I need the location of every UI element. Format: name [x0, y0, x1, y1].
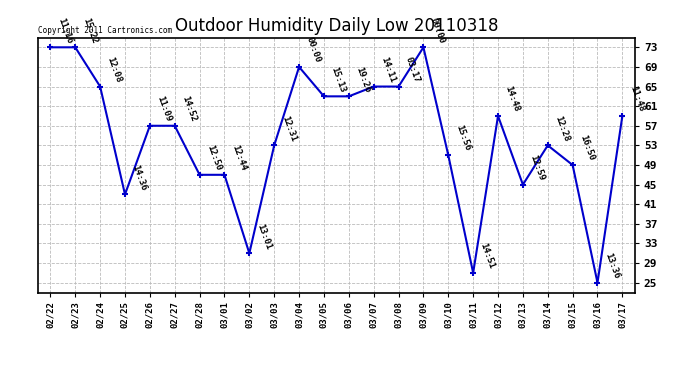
Text: 13:36: 13:36: [603, 252, 621, 280]
Text: 11:16: 11:16: [56, 16, 74, 45]
Text: 11:09: 11:09: [155, 94, 173, 123]
Text: 12:44: 12:44: [230, 144, 248, 172]
Text: 14:51: 14:51: [479, 242, 496, 270]
Text: 12:31: 12:31: [279, 114, 297, 142]
Text: 12:50: 12:50: [205, 144, 223, 172]
Text: 11:48: 11:48: [628, 85, 646, 113]
Text: 15:13: 15:13: [330, 65, 347, 94]
Text: 15:56: 15:56: [454, 124, 471, 152]
Text: 00:00: 00:00: [304, 36, 322, 64]
Text: 00:00: 00:00: [429, 16, 446, 45]
Text: 03:17: 03:17: [404, 56, 422, 84]
Text: 12:08: 12:08: [106, 56, 124, 84]
Text: 14:11: 14:11: [380, 56, 397, 84]
Title: Outdoor Humidity Daily Low 20110318: Outdoor Humidity Daily Low 20110318: [175, 16, 498, 34]
Text: 14:36: 14:36: [130, 164, 148, 192]
Text: 19:26: 19:26: [355, 65, 372, 94]
Text: 16:50: 16:50: [578, 134, 596, 162]
Text: Copyright 2011 Cartronics.com: Copyright 2011 Cartronics.com: [38, 26, 172, 35]
Text: 14:52: 14:52: [180, 94, 198, 123]
Text: 12:28: 12:28: [553, 114, 571, 142]
Text: 15:22: 15:22: [81, 16, 99, 45]
Text: 12:59: 12:59: [529, 153, 546, 182]
Text: 13:01: 13:01: [255, 222, 273, 251]
Text: 14:48: 14:48: [504, 85, 521, 113]
